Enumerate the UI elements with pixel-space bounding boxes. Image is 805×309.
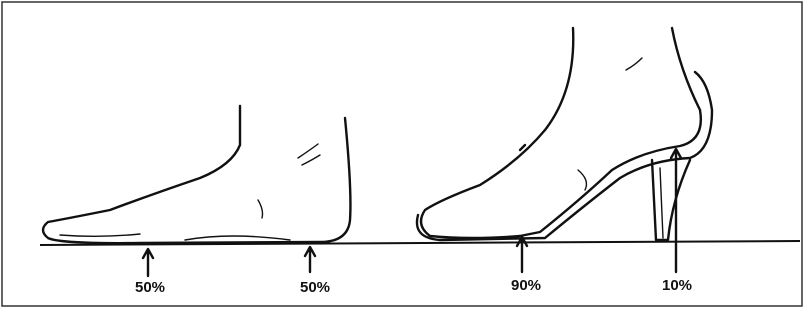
load-label: 50%: [300, 279, 330, 296]
diagram: 50% 50% 90% 10%: [0, 0, 805, 309]
frame: [2, 2, 802, 306]
load-label: 50%: [135, 279, 165, 296]
load-label: 10%: [662, 277, 692, 294]
load-label: 90%: [511, 277, 541, 294]
